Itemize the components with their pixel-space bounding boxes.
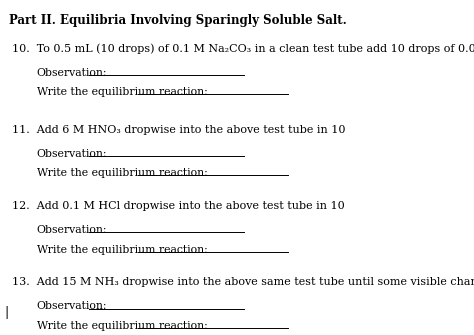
Text: Write the equilibrium reaction:: Write the equilibrium reaction: <box>36 321 207 331</box>
Text: 13.  Add 15 M NH₃ dropwise into the above same test tube until some visible chan: 13. Add 15 M NH₃ dropwise into the above… <box>11 277 474 287</box>
Text: Write the equilibrium reaction:: Write the equilibrium reaction: <box>36 168 207 178</box>
Text: |: | <box>4 306 9 319</box>
Text: Observation:: Observation: <box>36 302 107 312</box>
Text: Write the equilibrium reaction:: Write the equilibrium reaction: <box>36 87 207 97</box>
Text: Write the equilibrium reaction:: Write the equilibrium reaction: <box>36 245 207 255</box>
Text: 10.  To 0.5 mL (10 drops) of 0.1 M Na₂CO₃ in a clean test tube add 10 drops of 0: 10. To 0.5 mL (10 drops) of 0.1 M Na₂CO₃… <box>11 43 474 54</box>
Text: 11.  Add 6 M HNO₃ dropwise into the above test tube in 10: 11. Add 6 M HNO₃ dropwise into the above… <box>11 125 345 135</box>
Text: Observation:: Observation: <box>36 68 107 78</box>
Text: Observation:: Observation: <box>36 225 107 235</box>
Text: 12.  Add 0.1 M HCl dropwise into the above test tube in 10: 12. Add 0.1 M HCl dropwise into the abov… <box>11 201 344 211</box>
Text: Part II. Equilibria Involving Sparingly Soluble Salt.: Part II. Equilibria Involving Sparingly … <box>9 14 346 27</box>
Text: Observation:: Observation: <box>36 149 107 159</box>
